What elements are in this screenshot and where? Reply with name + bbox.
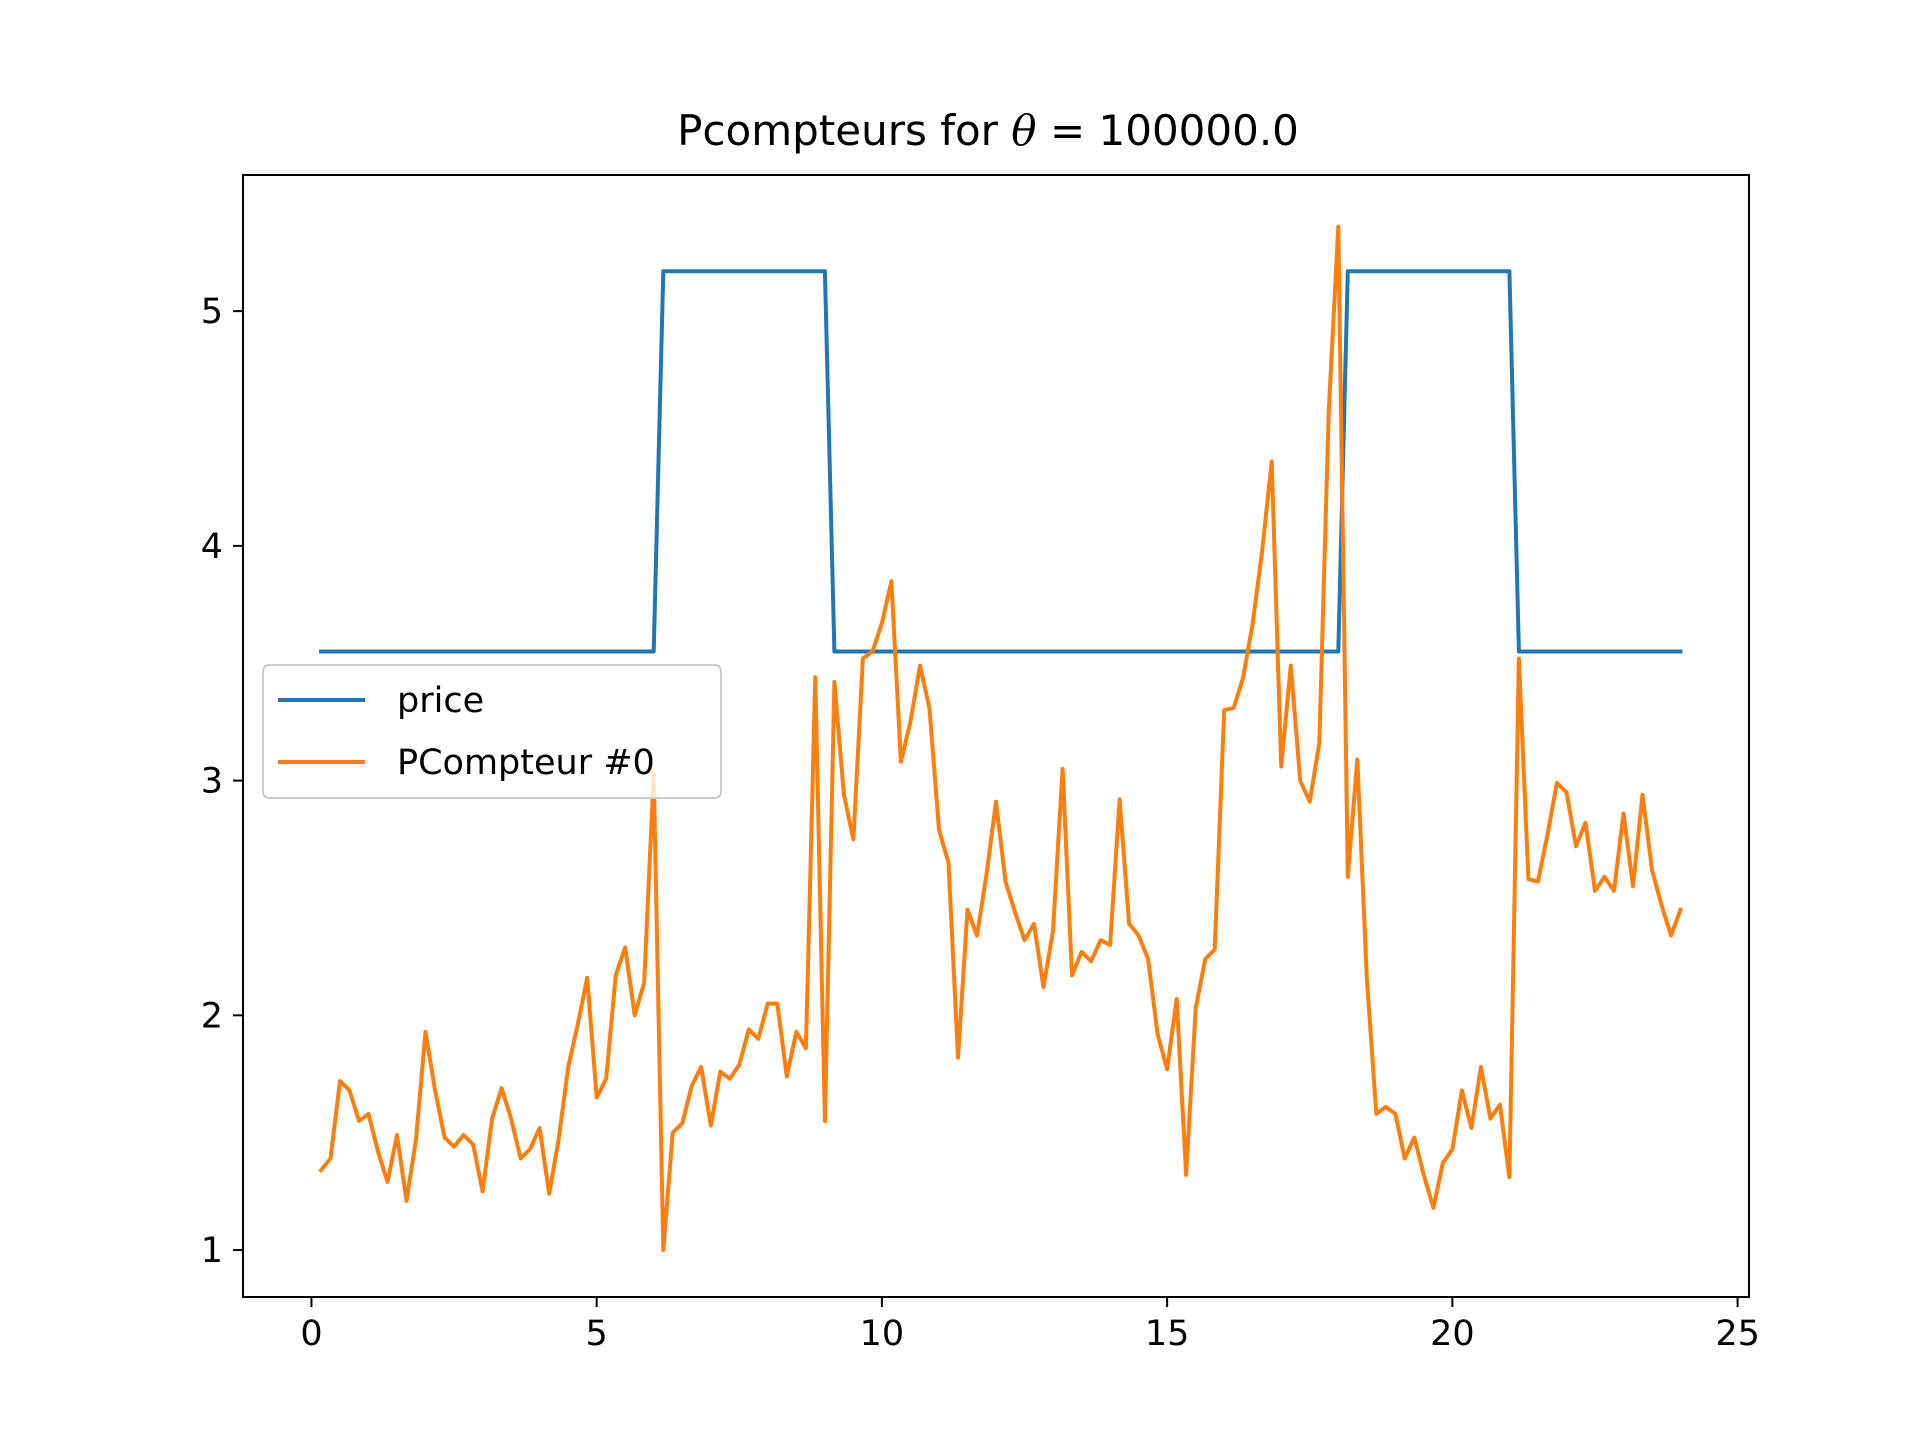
chart-title-symbol: θ (1011, 106, 1036, 155)
y-tick-label: 5 (201, 292, 223, 332)
x-tick-label: 15 (1145, 1314, 1190, 1354)
y-tick-label: 1 (201, 1231, 223, 1271)
y-tick-label: 3 (201, 762, 223, 802)
legend-label-pcompteur-0: PCompteur #0 (397, 743, 655, 783)
x-tick-label: 20 (1430, 1314, 1475, 1354)
x-tick-label: 5 (586, 1314, 608, 1354)
chart-title-relation: = (1037, 106, 1099, 155)
legend-label-price: price (397, 681, 484, 721)
series-layer (318, 224, 1684, 1253)
x-tick-label: 0 (300, 1314, 322, 1354)
y-tick-label: 4 (201, 527, 223, 567)
legend-box (262, 664, 722, 799)
x-tick-label: 25 (1715, 1314, 1760, 1354)
y-tick-label: 2 (201, 996, 223, 1036)
plot-frame (242, 174, 1750, 1298)
series-line-pcompteur-0 (318, 224, 1684, 1253)
chart-title-prefix: Pcompteurs for (677, 106, 1011, 155)
x-tick-label: 10 (860, 1314, 905, 1354)
chart-title-value: 100000.0 (1099, 106, 1299, 155)
series-line-price (319, 269, 1683, 654)
legend: price PCompteur #0 (262, 664, 722, 799)
axes-layer: 0 5 10 15 20 25 1 2 3 4 5 (201, 174, 1760, 1354)
chart-title: Pcompteurs for θ = 100000.0 (677, 106, 1299, 155)
